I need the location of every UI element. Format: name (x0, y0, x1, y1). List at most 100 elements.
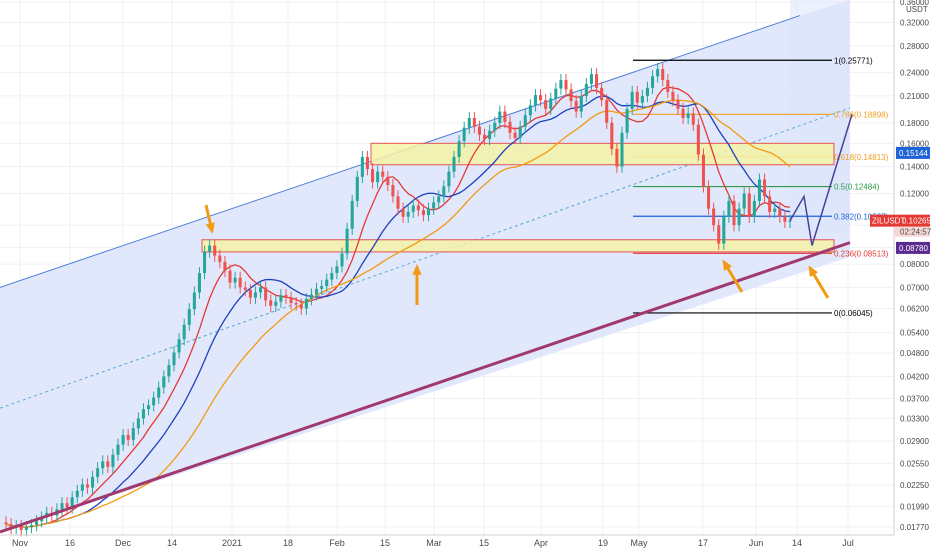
candle-body (615, 148, 619, 167)
candle (80, 478, 84, 497)
candle-body (136, 418, 140, 429)
candle-body (559, 80, 563, 89)
candle (574, 94, 578, 118)
arrow-jun-target[interactable] (808, 265, 830, 299)
candle (355, 170, 359, 208)
candle-body (605, 100, 609, 123)
candle-body (101, 461, 105, 469)
candle-body (645, 87, 649, 96)
countdown-bg (894, 226, 930, 237)
candle (406, 205, 410, 223)
candle (228, 264, 232, 289)
candle-body (4, 522, 8, 525)
candle (9, 518, 13, 535)
countdown-label: 02:24:57 (900, 228, 932, 237)
candle (579, 89, 583, 118)
support-zone[interactable] (201, 239, 835, 253)
candle-body (157, 387, 161, 398)
candle (483, 128, 487, 146)
x-tick-label: 15 (380, 538, 390, 548)
candle (452, 150, 456, 178)
candle (651, 70, 655, 95)
candle-body (360, 156, 364, 177)
y-tick-label: 0.36000 (900, 0, 929, 7)
candle-body (768, 196, 772, 212)
candle (340, 247, 344, 273)
candle-body (304, 298, 308, 309)
price-tag: 0.15144 (896, 146, 930, 159)
last-price-bg (870, 214, 930, 227)
arrow-dec-high[interactable] (204, 204, 215, 234)
candle (177, 333, 181, 359)
candle (467, 112, 471, 134)
fib-label-0.786: 0.786(0.18898) (834, 110, 889, 119)
candle (294, 297, 298, 311)
candle (488, 124, 492, 146)
candle-body (203, 251, 207, 274)
candle (432, 196, 436, 215)
channel-lower-line[interactable] (0, 241, 851, 534)
candle-body (111, 454, 115, 467)
resistance-zone[interactable] (370, 142, 835, 166)
candle-body (355, 176, 359, 201)
candle (549, 92, 553, 116)
candle (554, 82, 558, 105)
candle-body (600, 87, 604, 101)
candle (365, 150, 369, 176)
arrow-may-low[interactable] (722, 259, 744, 293)
candle (208, 239, 212, 258)
candle (676, 94, 680, 116)
arrow-feb-low[interactable] (412, 264, 422, 305)
candle-body (630, 91, 634, 109)
candle-body (91, 476, 95, 488)
candle-body (483, 134, 487, 140)
candle-body (457, 141, 461, 157)
annotation-arrows[interactable] (204, 204, 830, 305)
candle (243, 281, 247, 297)
zones[interactable] (201, 142, 835, 253)
candle-body (289, 297, 293, 304)
y-tick-label: 0.14000 (900, 163, 929, 172)
candle-body (243, 287, 247, 290)
candle-body (513, 132, 517, 138)
candle-body (197, 273, 201, 293)
y-tick-label: 0.06200 (900, 305, 929, 314)
candle-body (365, 156, 369, 170)
candle-body (218, 255, 222, 262)
y-tick-label: 0.02550 (900, 459, 929, 468)
candle (518, 120, 522, 145)
candle-body (208, 245, 212, 252)
candle-body (737, 208, 741, 226)
candle-body (80, 484, 84, 491)
candle-body (462, 127, 466, 142)
candle-body (238, 277, 242, 288)
candle (462, 121, 466, 148)
candle-body (477, 126, 481, 135)
candle-body (315, 288, 319, 295)
x-tick-label: 19 (598, 538, 608, 548)
candle-body (96, 468, 100, 477)
candle-body (152, 397, 156, 406)
candle (569, 83, 573, 108)
candle-body (9, 524, 13, 528)
candle-body (610, 122, 614, 149)
candle-body (681, 108, 685, 119)
candle (630, 85, 634, 116)
time-axis[interactable]: Nov 16 Dec 14 2021 18 Feb 15 Mar 15 Apr 19 May 17 Jun 1… (12, 538, 854, 548)
y-tick-label: 0.04200 (900, 372, 929, 381)
candle-body (554, 88, 558, 99)
projection-path[interactable] (789, 114, 853, 246)
x-tick-label: Apr (534, 538, 548, 548)
candle-body (325, 279, 329, 287)
candle-body (671, 91, 675, 101)
candle-body (60, 503, 64, 510)
fib-retracement[interactable]: 1(0.25771) 0.786(0.18898) 0.618(0.14813) 0.… (633, 56, 889, 318)
candle (223, 255, 227, 277)
fib-label-0: 0(0.06045) (834, 309, 873, 318)
candle (391, 178, 395, 203)
candle (671, 85, 675, 107)
candle-body (274, 301, 278, 306)
candle (778, 202, 782, 223)
price-tag: 0.08780 (896, 241, 930, 254)
